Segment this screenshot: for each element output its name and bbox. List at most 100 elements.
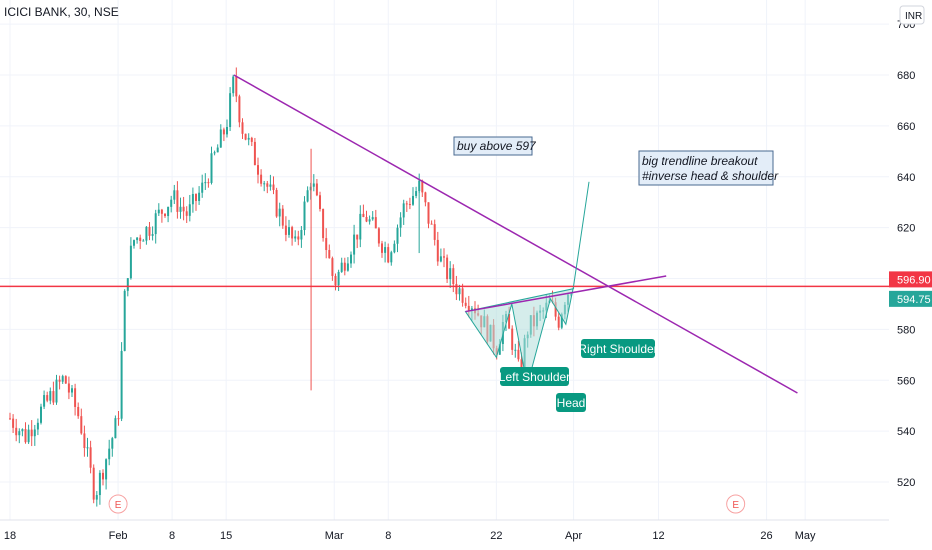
candle-body	[284, 225, 287, 235]
candle-body	[377, 228, 380, 244]
candle-body	[520, 359, 523, 371]
candle-body	[198, 192, 201, 201]
candle-body	[331, 258, 334, 276]
right-shoulder-label: Right Shoulder	[578, 342, 657, 356]
candle-body	[164, 213, 166, 217]
candle-body	[421, 180, 424, 193]
candle-body	[560, 314, 563, 328]
candle-body	[226, 127, 228, 135]
candle-body	[9, 418, 11, 420]
candle-body	[105, 459, 108, 480]
candle-body	[244, 133, 247, 140]
candle-body	[328, 250, 331, 259]
candle-body	[176, 190, 179, 212]
candle-body	[114, 418, 117, 439]
candle-body	[185, 211, 188, 216]
candle-body	[365, 216, 368, 222]
earnings-event-marker[interactable]	[108, 494, 128, 514]
candle-body	[322, 209, 325, 239]
candle-body	[455, 284, 458, 295]
candle-body	[160, 209, 163, 214]
note-box[interactable]	[453, 136, 533, 156]
candle-body	[325, 238, 328, 251]
earnings-event-label: E	[115, 500, 122, 511]
y-tick-label: 620	[897, 223, 915, 235]
head-label-box[interactable]	[556, 393, 586, 412]
candle-body	[235, 76, 238, 97]
candle-body	[179, 206, 182, 212]
x-tick-label: May	[795, 530, 816, 542]
candle-body	[408, 204, 411, 206]
candle-body	[315, 183, 318, 196]
y-tick-label: 640	[897, 172, 915, 184]
candle-body	[15, 427, 18, 436]
y-tick-label: 540	[897, 426, 915, 438]
candle-body	[18, 431, 21, 436]
candle-body	[49, 391, 52, 401]
candle-body	[343, 262, 346, 271]
candle-body	[356, 234, 359, 240]
currency-badge[interactable]	[899, 5, 925, 25]
y-tick-label: 520	[897, 477, 915, 489]
price-tag	[889, 271, 932, 288]
candle-body	[241, 122, 244, 134]
candle-body	[210, 153, 213, 183]
candle-body	[340, 262, 343, 272]
candle-body	[498, 344, 501, 355]
time-axis[interactable]: 18 Feb 8 15 Mar 8 22 Apr 12 26 May	[4, 530, 816, 542]
x-tick-label: Mar	[325, 530, 344, 542]
candle-body	[446, 257, 449, 280]
candle-body	[368, 219, 371, 222]
candle-body	[136, 237, 139, 241]
earnings-event-marker[interactable]	[726, 494, 746, 514]
candle-body	[396, 227, 399, 244]
candle-body	[405, 203, 408, 205]
candle-body	[133, 240, 135, 246]
candle-body	[371, 217, 374, 220]
candle-body	[359, 213, 362, 240]
right-shoulder-label-box[interactable]	[581, 339, 655, 358]
neckline[interactable]	[465, 275, 667, 313]
candle-body	[139, 237, 142, 242]
candle-body	[467, 305, 470, 311]
candle-body	[557, 316, 560, 328]
candle-body	[52, 391, 55, 403]
candle-body	[266, 183, 269, 187]
candle-body	[142, 240, 145, 242]
head-label: Head	[557, 396, 586, 410]
candle-body	[188, 204, 191, 216]
note-text: big trendline breakout	[642, 154, 758, 168]
candle-body	[148, 226, 151, 236]
left-shoulder-label-box[interactable]	[500, 367, 569, 386]
price-axis[interactable]	[889, 0, 932, 520]
candle-body	[319, 195, 321, 210]
candle-body	[123, 290, 126, 351]
candle-body	[108, 448, 111, 460]
x-tick-label: 8	[169, 530, 175, 542]
candle-body	[83, 433, 86, 448]
currency-label: INR	[905, 11, 922, 22]
candle-body	[427, 202, 430, 224]
candle-body	[517, 349, 520, 360]
candle-body	[92, 467, 95, 500]
y-tick-label: 680	[897, 70, 915, 82]
price-tag-value: 594.75	[897, 294, 931, 306]
candle-body	[278, 208, 281, 217]
chart-title: ICICI BANK, 30, NSE	[4, 5, 119, 19]
breakout-projection-line[interactable]	[573, 181, 590, 287]
candle-body	[337, 271, 340, 286]
candle-body	[219, 129, 222, 148]
note-box[interactable]	[638, 150, 774, 186]
candle-body	[384, 247, 387, 253]
candle-body	[173, 190, 176, 200]
candle-body	[263, 183, 266, 185]
x-tick-label: 22	[490, 530, 502, 542]
descending-trendline[interactable]	[233, 74, 798, 394]
candle-body	[461, 288, 464, 303]
price-tag	[889, 290, 932, 307]
candle-body	[98, 472, 101, 496]
pattern-shape	[464, 286, 575, 386]
x-tick-label: Apr	[565, 530, 582, 542]
candle-body	[74, 388, 77, 407]
